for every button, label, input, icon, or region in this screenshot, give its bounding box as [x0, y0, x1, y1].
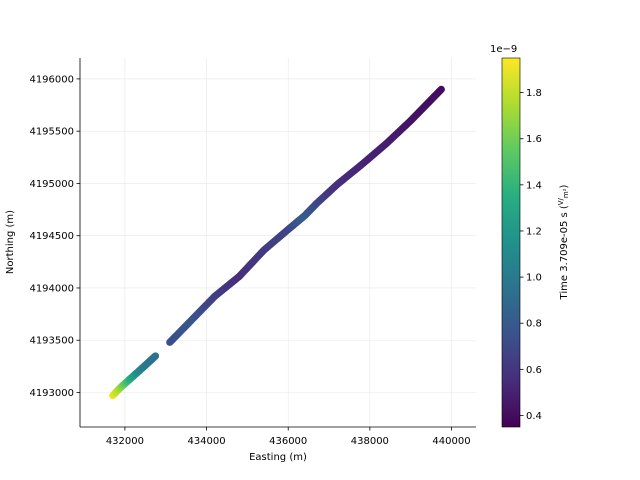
x-tick-label: 438000: [351, 436, 389, 447]
data-point: [437, 85, 445, 93]
y-tick-label: 4195000: [29, 179, 74, 190]
colorbar-tick-label: 1.6: [526, 134, 542, 145]
colorbar-tick-label: 0.6: [526, 365, 542, 376]
colorbar-offset-label: 1e−9: [490, 44, 517, 55]
x-ticks: 432000 434000 436000 438000 440000: [106, 427, 471, 447]
y-tick-label: 4194000: [29, 283, 74, 294]
data-point: [151, 352, 160, 360]
colorbar: 0.4 0.6 0.8 1.0 1.2 1.4 1.6 1.8 1e−9 Time 3.709…: [490, 44, 570, 428]
colorbar-tick-label: 1.8: [526, 88, 542, 99]
y-axis-label: Northing (m): [5, 210, 16, 274]
y-ticks: 4193000 4193500 4194000 4194500 4195000 41955…: [29, 74, 80, 399]
colorbar-label-slash: /: [557, 197, 565, 200]
x-axis-label: Easting (m): [249, 452, 307, 463]
axes-spines: [79, 58, 476, 428]
colorbar-label-numerator: V: [557, 200, 565, 205]
x-tick-label: 432000: [106, 436, 144, 447]
colorbar-label-suffix: ): [559, 184, 570, 188]
colorbar-tick-label: 1.2: [526, 226, 542, 237]
colorbar-tick-label: 1.4: [526, 180, 542, 191]
colorbar-ticks: 0.4 0.6 0.8 1.0 1.2 1.4 1.6 1.8: [520, 88, 542, 422]
y-tick-label: 4196000: [29, 74, 74, 85]
colorbar-tick-label: 1.0: [526, 273, 542, 284]
y-tick-label: 4195500: [29, 127, 74, 138]
y-tick-label: 4193500: [29, 336, 74, 347]
y-tick-label: 4194500: [29, 231, 74, 242]
colorbar-label-prefix: Time 3.709e-05 s (: [559, 205, 570, 300]
x-tick-label: 440000: [432, 436, 470, 447]
x-tick-label: 436000: [269, 436, 307, 447]
colorbar-gradient: [501, 57, 521, 428]
colorbar-label: Time 3.709e-05 s (V/m²): [557, 184, 570, 300]
colorbar-tick-label: 0.8: [526, 319, 542, 330]
x-tick-label: 434000: [187, 436, 225, 447]
colorbar-label-denominator: m²: [562, 188, 570, 198]
colorbar-tick-label: 0.4: [526, 411, 542, 422]
data-points: [109, 85, 445, 400]
y-tick-label: 4193000: [29, 388, 74, 399]
